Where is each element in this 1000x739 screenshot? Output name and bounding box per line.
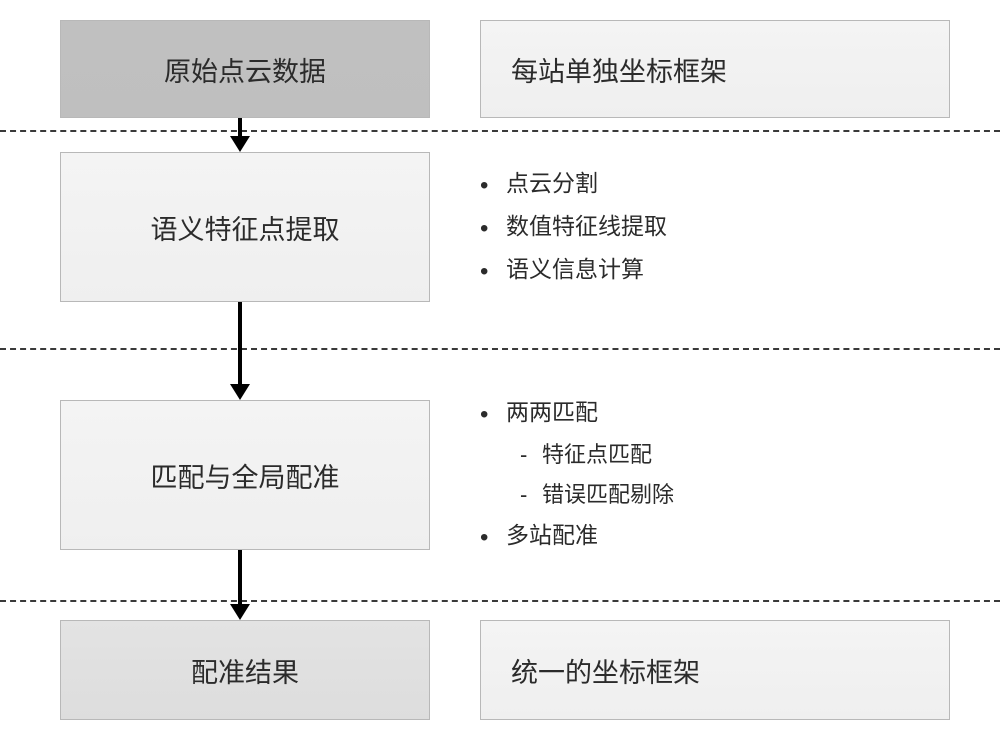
side-box-4: 统一的坐标框架: [480, 620, 950, 720]
flowchart-canvas: 原始点云数据语义特征点提取匹配与全局配准配准结果 每站单独坐标框架点云分割数值特征…: [0, 0, 1000, 739]
list-item-text: 错误匹配剔除: [542, 482, 674, 507]
list-item: 特征点匹配: [480, 435, 950, 475]
arrow-head-icon: [230, 604, 250, 620]
list-item: 两两匹配: [480, 392, 950, 435]
list-item-text: 语义信息计算: [506, 256, 644, 282]
flow-step-4: 配准结果: [60, 620, 430, 720]
section-divider: [0, 348, 1000, 350]
section-divider: [0, 600, 1000, 602]
list-item-text: 多站配准: [506, 522, 598, 548]
arrow-down-icon: [238, 550, 242, 606]
flow-step-2: 语义特征点提取: [60, 152, 430, 302]
list-item: 语义信息计算: [480, 249, 950, 292]
arrow-down-icon: [238, 302, 242, 386]
arrow-head-icon: [230, 384, 250, 400]
arrow-down-icon: [238, 118, 242, 138]
side-box-label: 统一的坐标框架: [511, 651, 700, 690]
list-item: 多站配准: [480, 515, 950, 558]
section-divider: [0, 130, 1000, 132]
list-item-text: 特征点匹配: [542, 442, 652, 467]
side-list-3: 两两匹配特征点匹配错误匹配剔除多站配准: [480, 400, 950, 550]
list-item: 点云分割: [480, 163, 950, 206]
flow-step-label: 匹配与全局配准: [151, 456, 340, 495]
list-item-text: 数值特征线提取: [506, 213, 667, 239]
flow-step-label: 原始点云数据: [164, 50, 326, 89]
list-item-text: 点云分割: [506, 170, 598, 196]
list-item-text: 两两匹配: [506, 399, 598, 425]
flow-step-label: 语义特征点提取: [151, 208, 340, 247]
flow-step-3: 匹配与全局配准: [60, 400, 430, 550]
flow-step-label: 配准结果: [191, 651, 299, 690]
flow-step-1: 原始点云数据: [60, 20, 430, 118]
side-box-1: 每站单独坐标框架: [480, 20, 950, 118]
arrow-head-icon: [230, 136, 250, 152]
list-item: 数值特征线提取: [480, 206, 950, 249]
side-box-label: 每站单独坐标框架: [511, 50, 727, 89]
side-list-2: 点云分割数值特征线提取语义信息计算: [480, 152, 950, 302]
list-item: 错误匹配剔除: [480, 475, 950, 515]
